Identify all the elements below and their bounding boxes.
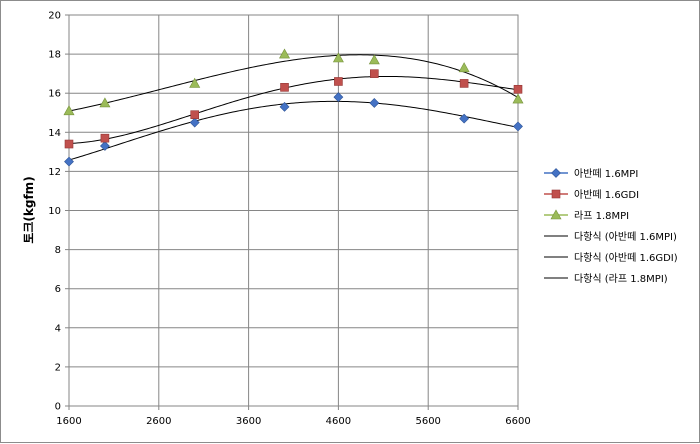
data-markers [63,48,524,167]
data-point [190,110,200,120]
data-point [513,84,523,94]
data-point [512,93,524,104]
x-tick-label: 5600 [415,416,440,427]
data-point [370,69,379,78]
y-tick-label: 0 [55,402,61,413]
y-tick-label: 18 [48,50,61,61]
data-point [458,62,470,73]
legend-marker [551,189,561,199]
data-point [369,98,380,108]
x-tick-label: 4600 [326,416,351,427]
data-point [332,52,344,63]
data-point [333,92,344,103]
legend-label: 다항식 (라프 1.8MPI) [574,273,668,285]
x-tick-label: 6600 [505,416,530,427]
data-point [459,113,470,124]
trendline [68,100,519,161]
y-tick-label: 12 [48,167,61,178]
y-tick-label: 2 [55,362,61,373]
x-tick-label: 3600 [236,416,261,427]
data-point [459,79,469,88]
legend-label: 다항식 (아반떼 1.6MPI) [574,231,677,243]
data-point [279,48,291,59]
y-axis-label: 토크(kgfm) [22,176,36,243]
legend: 아반떼 1.6MPI 아반떼 1.6GDI 라프 1.8MPI 다항식 (아반떼 1.… [544,168,678,285]
legend-label: 다항식 (아반떼 1.6GDI) [574,252,678,264]
data-point [368,54,380,65]
data-point [280,83,289,92]
trendline [68,54,519,112]
x-tick-label: 2600 [146,416,171,427]
data-point [189,117,200,128]
legend-label: 라프 1.8MPI [574,210,629,222]
data-point [64,139,74,149]
plot-border [68,14,519,407]
legend-label: 아반떼 1.6MPI [574,168,638,180]
data-point [189,77,201,88]
y-tick-label: 16 [48,89,61,100]
legend-label: 아반떼 1.6GDI [574,189,639,201]
y-tick-label: 14 [48,128,61,139]
legend-marker [551,168,561,178]
data-point [63,105,75,116]
data-point [99,97,111,108]
y-tick-label: 20 [48,11,61,22]
data-point [64,156,74,167]
legend-marker [550,209,562,220]
y-tick-label: 8 [55,245,61,256]
y-tick-label: 6 [55,284,61,295]
data-point [99,141,110,151]
data-point [279,101,290,112]
trendline [68,75,519,144]
data-point [100,133,110,143]
data-point [513,121,523,132]
x-tick-label: 1600 [56,416,81,427]
y-tick-label: 10 [48,206,61,217]
data-point [334,77,343,86]
tick-labels: 0 2 4 6 8 10 12 14 16 18 20 1600 2600 3600 4600 5600 660… [48,11,530,428]
y-tick-label: 4 [55,323,61,334]
trendlines [68,54,519,161]
